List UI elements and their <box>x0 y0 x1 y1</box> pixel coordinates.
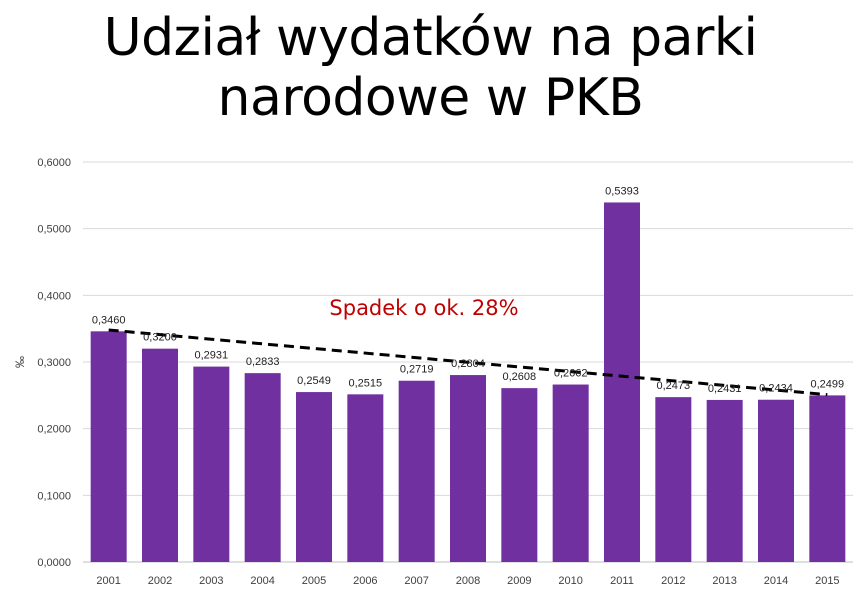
data-label-2008: 0,2804 <box>451 358 485 370</box>
bars <box>90 202 846 562</box>
x-axis-ticks: 2001 2002 2003 2004 2005 2006 2007 2008 2009 2010… <box>96 575 839 587</box>
data-label-2014: 0,2434 <box>759 383 793 395</box>
data-label-2005: 0,2549 <box>297 375 331 387</box>
data-label-2002: 0,3200 <box>143 332 177 344</box>
x-tick-label: 2013 <box>712 575 736 587</box>
y-tick-label: 0,6000 <box>37 157 71 169</box>
data-label-2012: 0,2473 <box>657 380 691 392</box>
x-tick-label: 2010 <box>558 575 582 587</box>
bar-2005 <box>296 392 332 562</box>
bar-2014 <box>758 399 794 562</box>
bar-2002 <box>142 348 178 562</box>
y-axis-label: ‰ <box>13 356 27 368</box>
y-axis-ticks: 0,0000 0,1000 0,2000 0,3000 0,4000 0,5000 0,60… <box>37 157 71 569</box>
trend-annotation: Spadek o ok. 28% <box>329 296 518 320</box>
bar-2009 <box>501 388 538 562</box>
bar-2001 <box>90 331 127 562</box>
bar-2007 <box>398 380 435 562</box>
bar-2013 <box>706 399 743 562</box>
chart-title-line-1: Udział wydatków na parki <box>103 8 758 68</box>
y-tick-label: 0,5000 <box>37 224 71 236</box>
data-label-2010: 0,2662 <box>554 368 588 380</box>
x-tick-label: 2009 <box>507 575 531 587</box>
data-labels: 0,3460 0,3200 0,2931 0,2833 0,2549 0,2515 0,27… <box>92 185 844 394</box>
data-label-2006: 0,2515 <box>349 377 383 389</box>
y-tick-label: 0,3000 <box>37 357 71 369</box>
x-tick-label: 2001 <box>96 575 120 587</box>
y-tick-label: 0,1000 <box>37 490 71 502</box>
x-tick-label: 2015 <box>815 575 839 587</box>
trendline <box>108 328 828 397</box>
bar-2008 <box>450 375 486 562</box>
y-tick-label: 0,0000 <box>37 557 71 569</box>
chart-title-line-2: narodowe w PKB <box>217 68 644 128</box>
x-tick-label: 2003 <box>199 575 223 587</box>
bar-2004 <box>244 373 281 562</box>
x-tick-label: 2011 <box>610 575 634 587</box>
data-label-2003: 0,2931 <box>195 350 229 362</box>
bar-2011 <box>604 202 640 562</box>
data-label-2004: 0,2833 <box>246 356 280 368</box>
data-label-2007: 0,2719 <box>400 364 434 376</box>
data-label-2013: 0,2431 <box>708 383 742 395</box>
data-label-2009: 0,2608 <box>503 371 537 383</box>
x-tick-label: 2012 <box>661 575 685 587</box>
x-tick-label: 2005 <box>302 575 326 587</box>
x-tick-label: 2002 <box>148 575 172 587</box>
chart-title: Udział wydatków na parki narodowe w PKB <box>0 8 861 128</box>
x-tick-label: 2014 <box>764 575 788 587</box>
data-label-2011: 0,5393 <box>605 185 639 197</box>
x-tick-label: 2004 <box>250 575 274 587</box>
bar-2006 <box>347 394 384 562</box>
x-tick-label: 2007 <box>404 575 428 587</box>
y-tick-label: 0,2000 <box>37 424 71 436</box>
data-label-2015: 0,2499 <box>811 378 845 390</box>
bar-2003 <box>193 366 230 562</box>
trendline-group <box>108 328 828 397</box>
data-label-2001: 0,3460 <box>92 314 126 326</box>
bar-2012 <box>655 397 692 562</box>
y-tick-label: 0,4000 <box>37 290 71 302</box>
x-tick-label: 2008 <box>456 575 480 587</box>
bar-2015 <box>809 395 846 562</box>
x-tick-label: 2006 <box>353 575 377 587</box>
bar-2010 <box>552 384 589 562</box>
